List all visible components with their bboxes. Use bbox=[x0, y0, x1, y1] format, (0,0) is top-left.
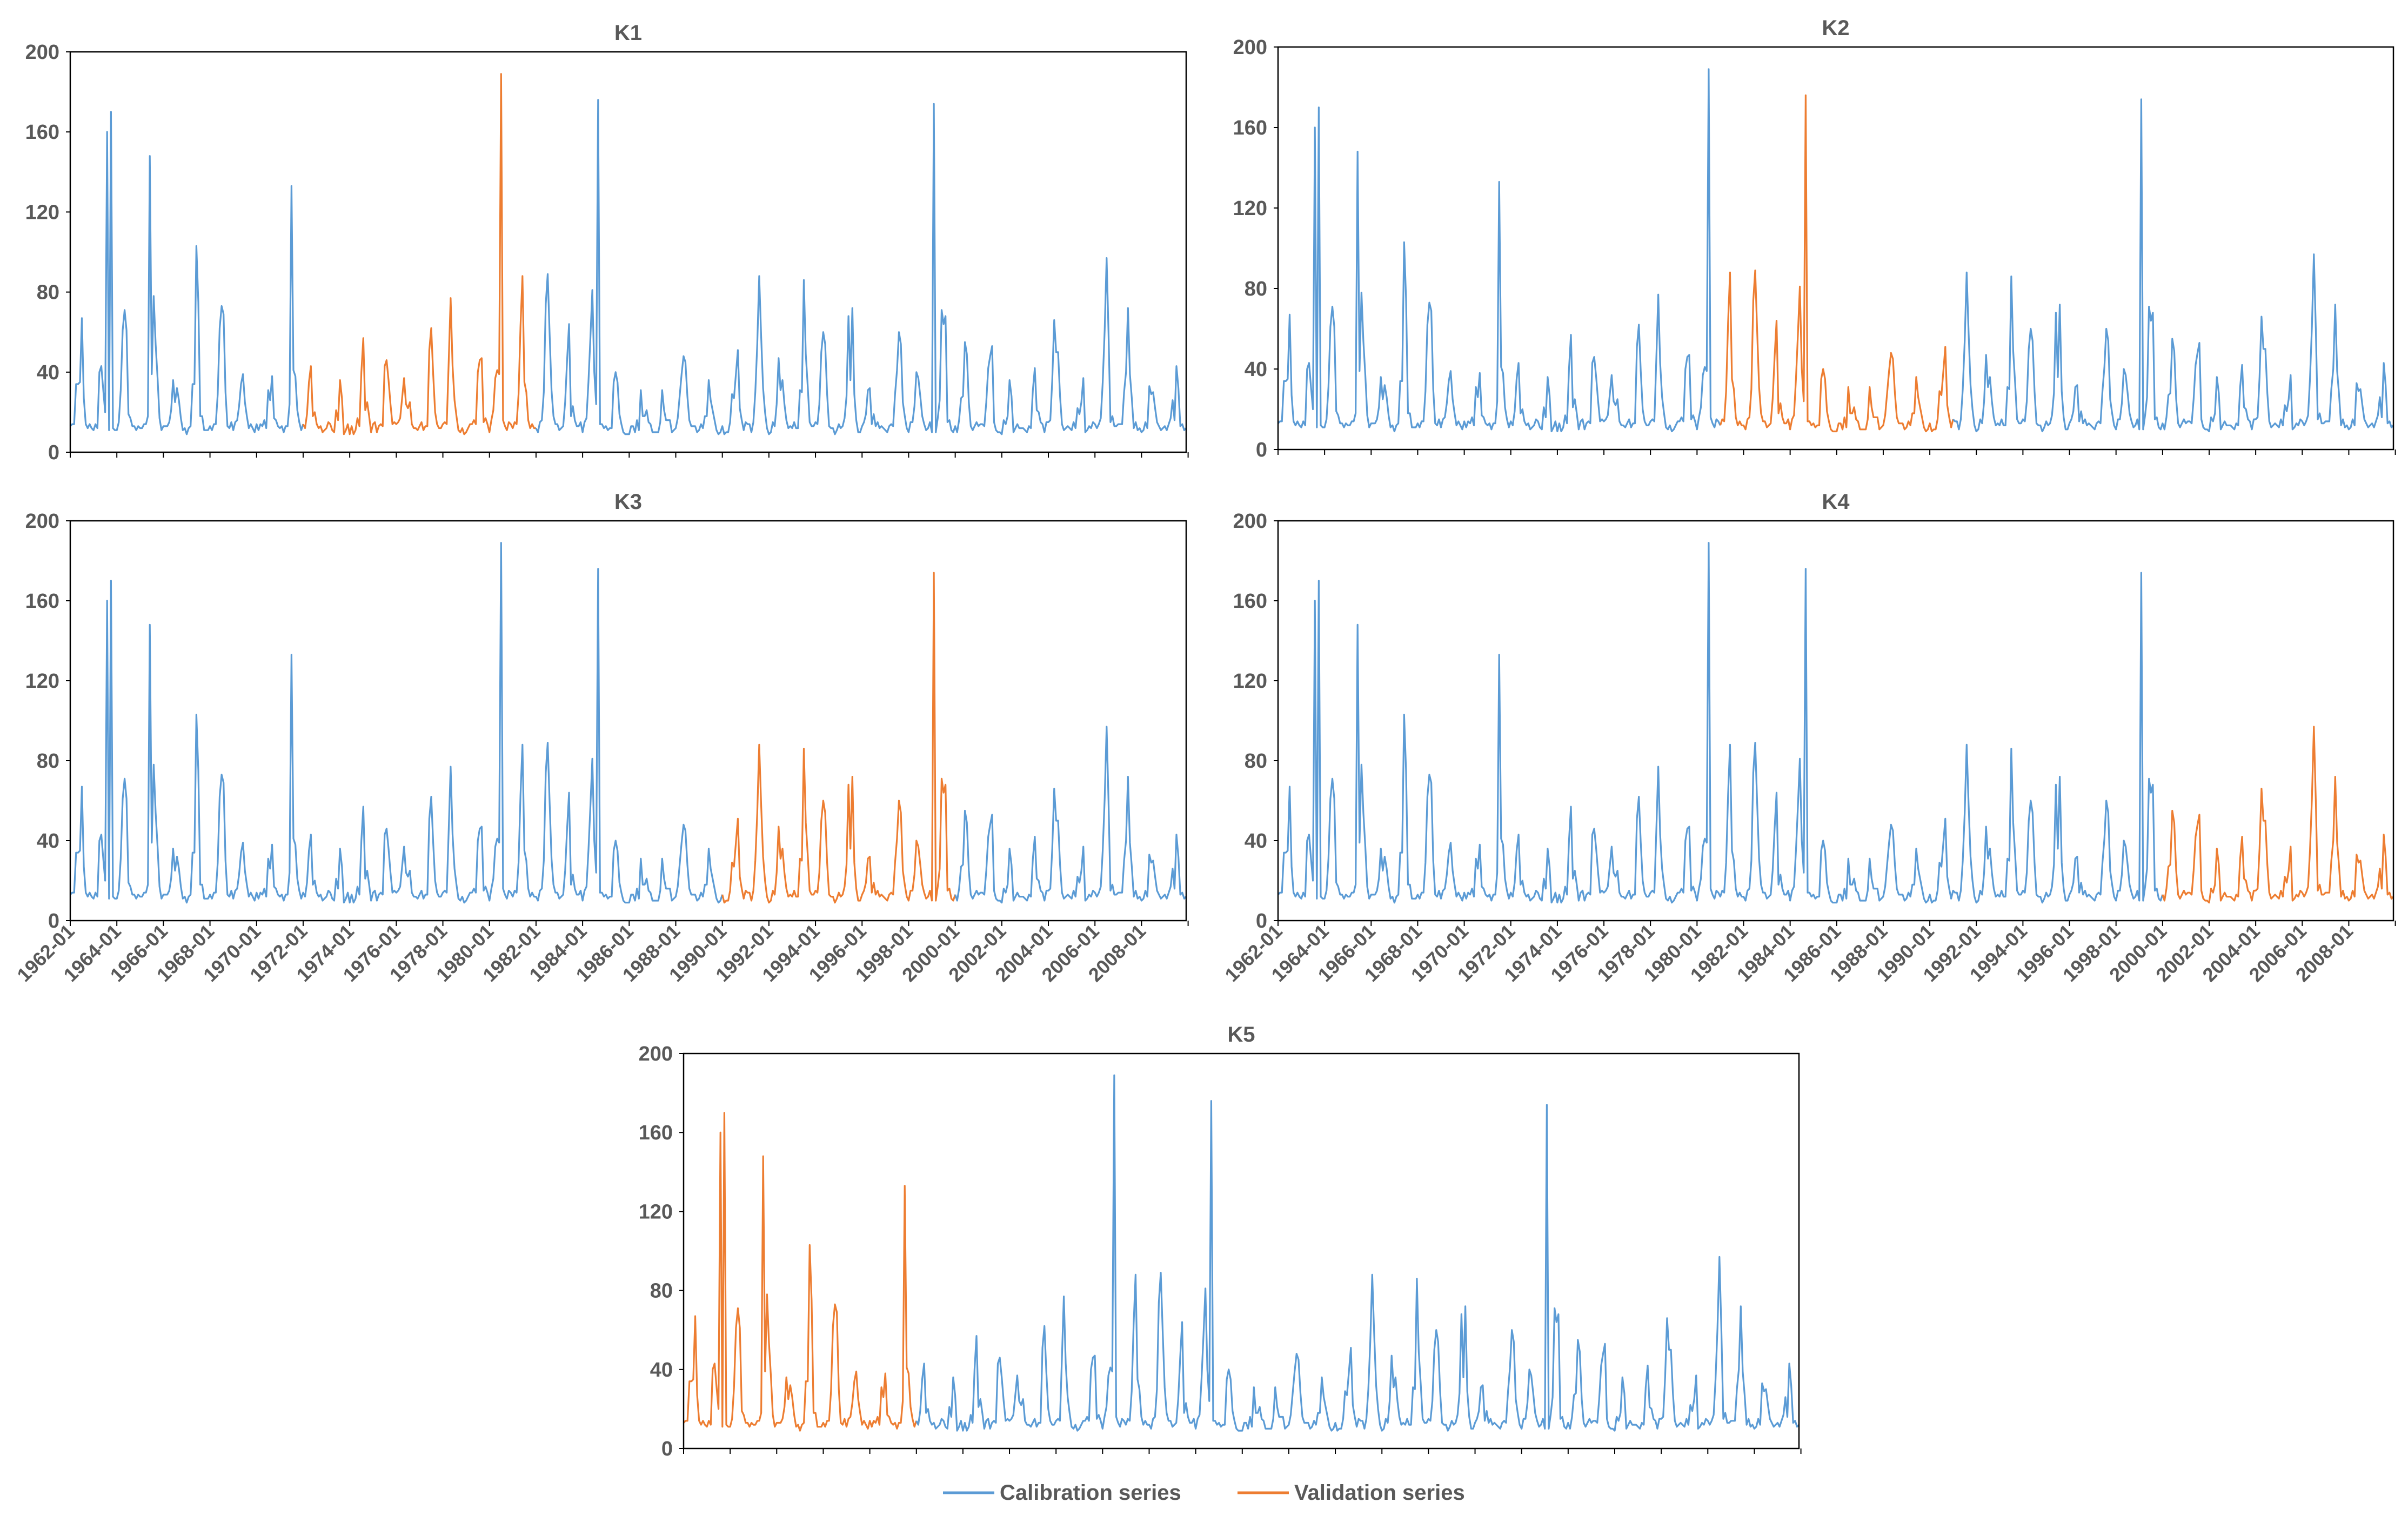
y-tick-label: 120 bbox=[1233, 197, 1267, 220]
y-tick-label: 200 bbox=[25, 510, 59, 533]
panel-title: K2 bbox=[1822, 16, 1849, 40]
plot-area-frame bbox=[69, 51, 1187, 453]
y-tick-label: 0 bbox=[1256, 910, 1267, 933]
y-tick-label: 80 bbox=[37, 750, 59, 773]
chart-panel-k5: K5 0 40 80 120 160 200 bbox=[639, 1023, 1802, 1460]
y-tick-label: 80 bbox=[1245, 750, 1267, 773]
validation-series-line bbox=[683, 1112, 918, 1432]
y-tick-label: 160 bbox=[25, 590, 59, 613]
validation-series-line bbox=[721, 572, 956, 904]
y-tick-label: 40 bbox=[650, 1359, 673, 1381]
plot-area-frame bbox=[683, 1052, 1800, 1450]
y-tick-label: 160 bbox=[639, 1122, 673, 1144]
calibration-series-line bbox=[954, 726, 1187, 904]
legend-label-calibration: Calibration series bbox=[1000, 1481, 1181, 1505]
y-tick-label: 40 bbox=[37, 830, 59, 853]
plot-area-frame bbox=[1277, 520, 2394, 922]
calibration-series-line bbox=[1277, 542, 2164, 904]
legend-label-validation: Validation series bbox=[1294, 1481, 1465, 1505]
y-tick-label: 0 bbox=[661, 1438, 673, 1460]
calibration-series-line bbox=[1277, 68, 1721, 433]
legend: Calibration series Validation series bbox=[943, 1481, 1465, 1505]
panel-title: K1 bbox=[614, 21, 642, 45]
validation-series-line bbox=[302, 73, 536, 435]
y-tick-label: 160 bbox=[1233, 117, 1267, 139]
plot-area-frame bbox=[69, 520, 1187, 922]
plot-area-frame bbox=[1277, 46, 2394, 451]
panel-title: K5 bbox=[1227, 1023, 1255, 1047]
y-tick-label: 0 bbox=[48, 441, 59, 464]
validation-series-line bbox=[1719, 94, 1954, 433]
chart-panel-k1: K1 0 40 80 120 160 200 bbox=[25, 21, 1189, 464]
y-tick-label: 200 bbox=[25, 41, 59, 64]
y-tick-label: 120 bbox=[1233, 670, 1267, 693]
y-tick-label: 0 bbox=[1256, 439, 1267, 461]
calibration-series-line bbox=[915, 1074, 1800, 1432]
panel-title: K4 bbox=[1822, 490, 1850, 514]
y-tick-label: 80 bbox=[1245, 278, 1267, 300]
chart-panel-k4: K4040801201602001962-011964-011966-01196… bbox=[1220, 490, 2396, 986]
calibration-series-line bbox=[1952, 98, 2394, 433]
y-tick-label: 80 bbox=[650, 1280, 673, 1303]
validation-series-line bbox=[2162, 726, 2394, 904]
y-tick-label: 40 bbox=[1245, 358, 1267, 381]
y-tick-label: 40 bbox=[37, 361, 59, 384]
chart-panel-k2: K2 0 40 80 120 160 200 bbox=[1233, 16, 2396, 461]
y-tick-label: 160 bbox=[1233, 590, 1267, 613]
y-tick-label: 120 bbox=[25, 201, 59, 224]
y-tick-label: 0 bbox=[48, 910, 59, 933]
calibration-series-line bbox=[69, 542, 724, 904]
y-tick-label: 200 bbox=[639, 1043, 673, 1065]
y-tick-label: 120 bbox=[25, 670, 59, 693]
y-tick-label: 200 bbox=[1233, 510, 1267, 533]
y-tick-label: 160 bbox=[25, 121, 59, 144]
panel-title: K3 bbox=[614, 490, 642, 514]
y-tick-label: 40 bbox=[1245, 830, 1267, 853]
chart-panel-k3: K3040801201602001962-011964-011966-01196… bbox=[12, 490, 1189, 986]
y-tick-label: 120 bbox=[639, 1200, 673, 1223]
chart-panels: K1 0 40 80 120 160 200 K2 0 40 80 120 160 200 K3 0 40 80 1… bbox=[12, 16, 2396, 1460]
calibration-series-line bbox=[535, 99, 1187, 435]
calibration-series-line bbox=[69, 111, 304, 435]
y-tick-label: 80 bbox=[37, 281, 59, 304]
y-tick-label: 200 bbox=[1233, 36, 1267, 59]
